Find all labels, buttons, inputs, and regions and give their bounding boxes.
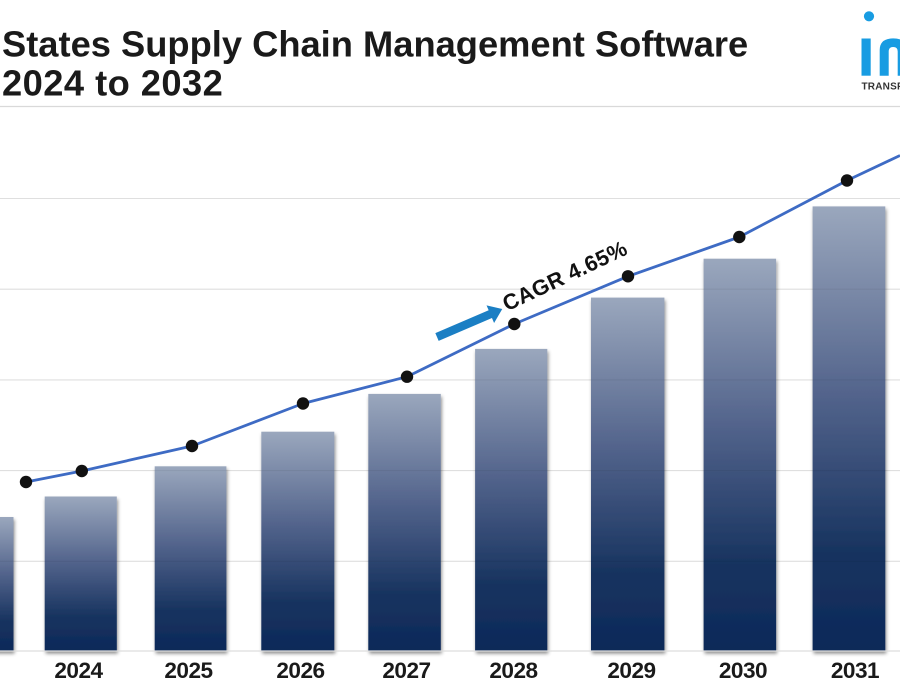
svg-text:TRANSFO: TRANSFO (862, 82, 900, 93)
svg-text:2024 to 2032: 2024 to 2032 (2, 63, 223, 104)
svg-text:2028: 2028 (489, 658, 537, 683)
svg-text:2027: 2027 (382, 658, 430, 683)
svg-text:2030: 2030 (719, 658, 767, 683)
svg-text:2024: 2024 (54, 658, 103, 683)
svg-text:2026: 2026 (276, 658, 324, 683)
svg-text:2025: 2025 (164, 658, 212, 683)
svg-text:2029: 2029 (607, 658, 655, 683)
svg-text:2031: 2031 (831, 658, 879, 683)
svg-text:States Supply Chain Management: States Supply Chain Management Software (2, 24, 748, 65)
